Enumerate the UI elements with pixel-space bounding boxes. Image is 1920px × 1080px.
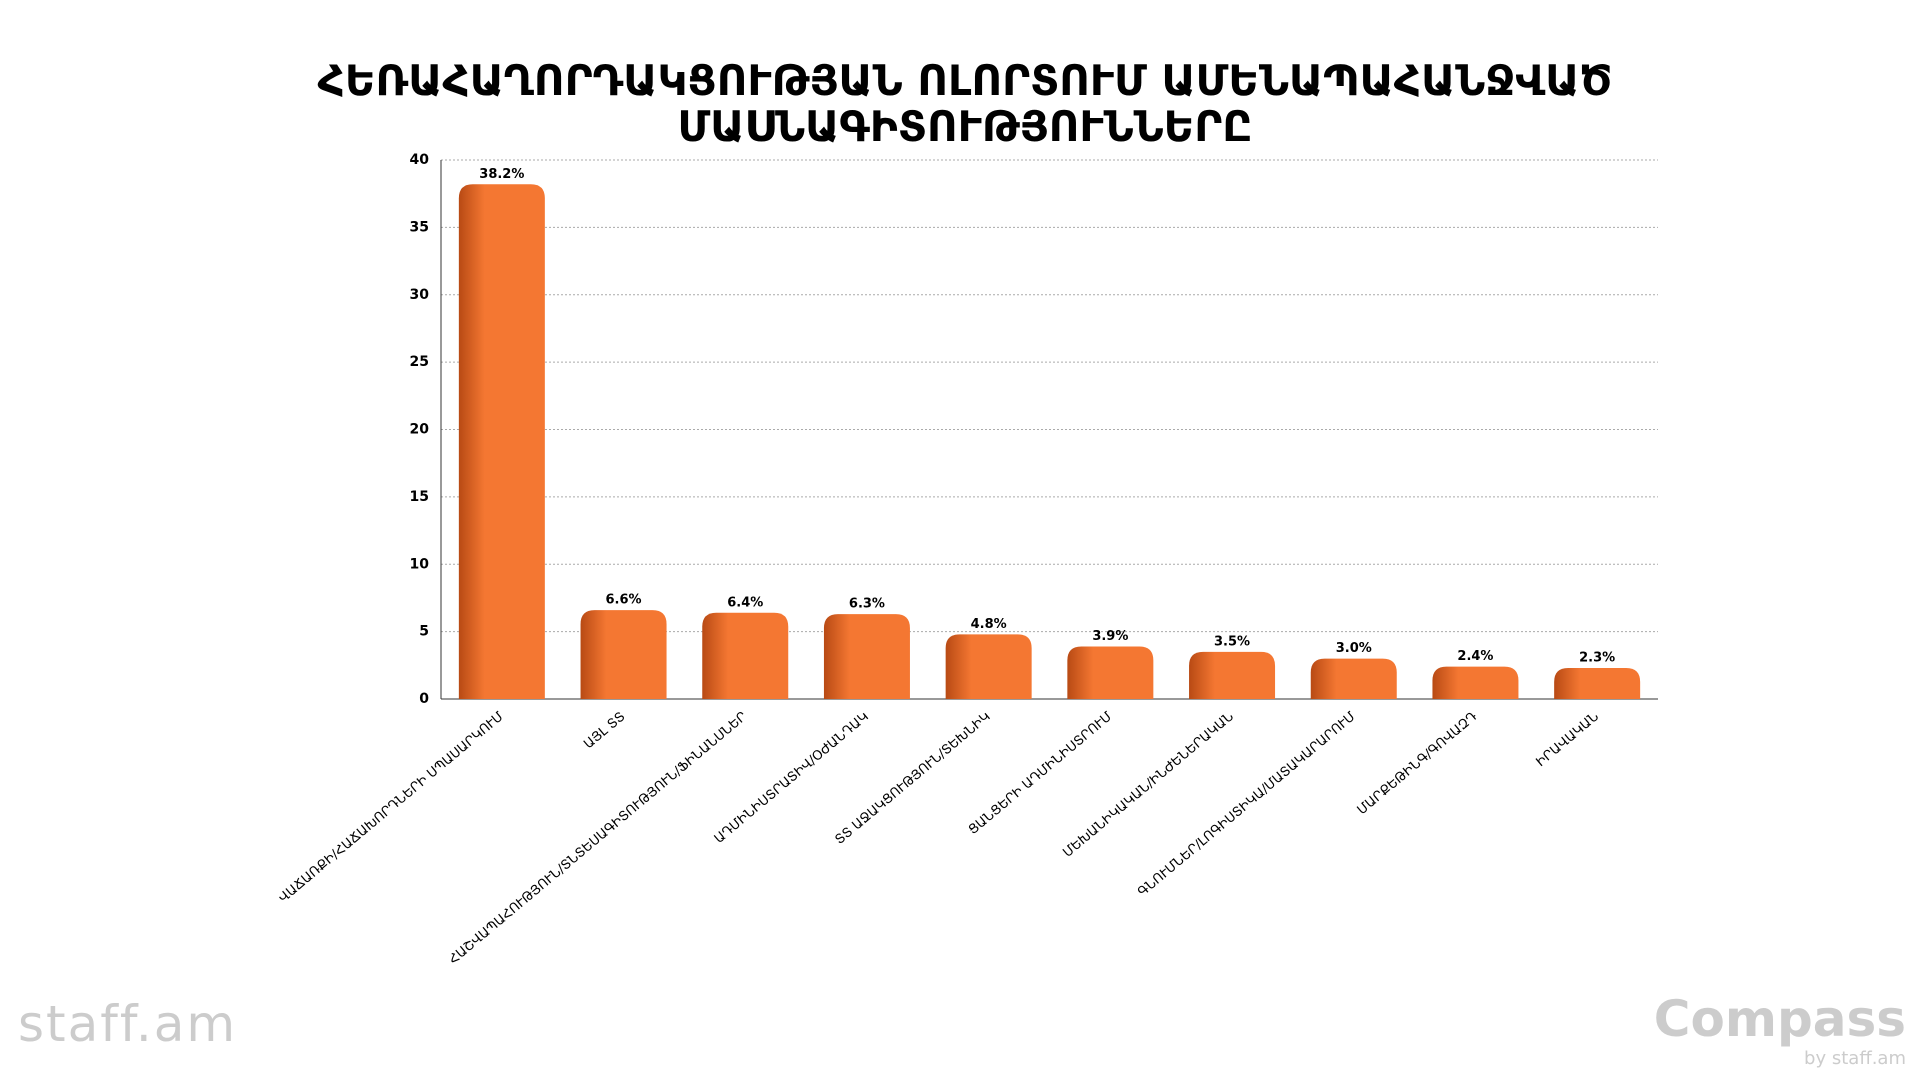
y-tick-label: 5 bbox=[419, 624, 429, 640]
logo: Compass by staff.am bbox=[1654, 990, 1906, 1069]
y-tick-label: 25 bbox=[410, 354, 429, 370]
data-label: 3.9% bbox=[1092, 629, 1128, 644]
y-tick-label: 20 bbox=[410, 422, 430, 438]
x-tick-label: ՑԱՆՑԵՐԻ ԱԴՄԻՆԻՍՏՐՈՒՄ bbox=[966, 709, 1115, 838]
y-tick-label: 40 bbox=[410, 152, 430, 168]
bar bbox=[1432, 666, 1519, 699]
logo: staff.am bbox=[18, 995, 238, 1053]
x-tick-label: ՄԱՐՔԵԹԻՆԳ/ԳՈՎԱԶԴ bbox=[1355, 709, 1481, 818]
bar bbox=[1189, 651, 1276, 699]
data-label: 4.8% bbox=[971, 617, 1007, 632]
bar bbox=[1554, 668, 1641, 699]
x-tick-label: ՎԱՃԱՌՔԻ/ՀԱՃԱԽՈՐԴՆԵՐԻ ՍՊԱՍԱՐԿՈՒՄ bbox=[276, 709, 507, 906]
bar bbox=[702, 612, 789, 699]
bar bbox=[823, 614, 910, 699]
data-label: 6.6% bbox=[606, 593, 642, 608]
data-label: 3.5% bbox=[1214, 634, 1250, 649]
x-tick-label: ԳՆՈՒՄՆԵՐ/ԼՈԳԻՍՏԻԿԱ/ՄԱՏԱԿԱՐԱՐՈՒՄ bbox=[1135, 709, 1358, 900]
x-tick-label: ԻՐԱՎԱԿԱՆ bbox=[1534, 709, 1602, 770]
y-tick-label: 10 bbox=[410, 556, 430, 572]
bar bbox=[1310, 658, 1397, 699]
logo-subtext: by staff.am bbox=[1804, 1048, 1906, 1069]
data-label: 2.3% bbox=[1579, 651, 1615, 666]
bar bbox=[945, 634, 1032, 699]
data-label: 38.2% bbox=[479, 167, 524, 182]
x-tick-label: ԱՅԼ ՏՏ bbox=[581, 709, 628, 752]
chart-title: ՀԵՌԱՀԱՂՈՐԴԱԿՑՈՒԹՅԱՆ ՈԼՈՐՏՈՒՄ ԱՄԵՆԱՊԱՀԱՆՋ… bbox=[317, 56, 1613, 151]
logo-text: Compass bbox=[1653, 990, 1906, 1048]
data-label: 6.3% bbox=[849, 597, 885, 612]
bar bbox=[1067, 646, 1154, 699]
data-label: 3.0% bbox=[1336, 641, 1372, 656]
y-tick-label: 15 bbox=[410, 489, 429, 505]
y-tick-label: 0 bbox=[419, 691, 429, 707]
data-label: 6.4% bbox=[727, 595, 763, 610]
y-tick-label: 30 bbox=[410, 287, 430, 303]
data-label: 2.4% bbox=[1457, 649, 1493, 664]
bar bbox=[458, 184, 545, 699]
x-tick-label: ՀԱՇՎԱՊԱՀՈՒԹՅՈՒՆ/ՏՆՏԵՍԱԳԻՏՈՒԹՅՈՒՆ/ՖԻՆԱՆՍՆ… bbox=[446, 709, 750, 967]
bar bbox=[580, 610, 667, 699]
y-tick-label: 35 bbox=[410, 219, 429, 235]
